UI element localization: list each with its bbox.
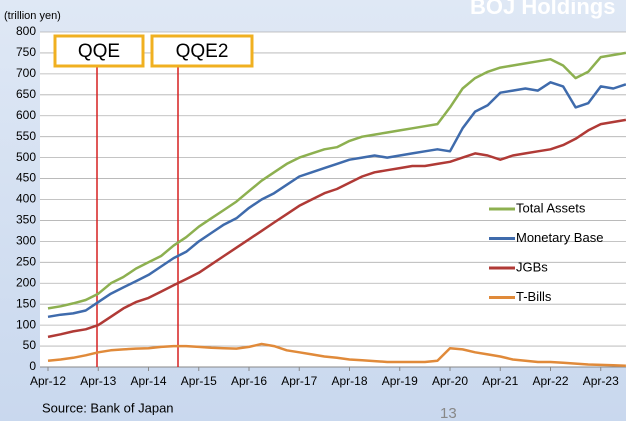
y-tick-label: 650	[16, 87, 36, 101]
x-tick-label: Apr-21	[482, 374, 518, 388]
y-tick-label: 50	[23, 338, 37, 352]
y-tick-label: 750	[16, 45, 36, 59]
x-tick-label: Apr-18	[331, 374, 367, 388]
legend-label: T-Bills	[516, 289, 552, 304]
y-tick-label: 450	[16, 171, 36, 185]
annotation: QQE2	[176, 41, 229, 62]
y-tick-label: 500	[16, 150, 36, 164]
y-tick-label: 100	[16, 317, 36, 331]
y-tick-label: 700	[16, 66, 36, 80]
y-tick-label: 600	[16, 108, 36, 122]
legend-label: JGBs	[516, 259, 548, 274]
x-tick-label: Apr-23	[583, 374, 619, 388]
x-tick-label: Apr-19	[382, 374, 418, 388]
legend-label: Monetary Base	[516, 230, 603, 245]
x-tick-label: Apr-13	[80, 374, 116, 388]
x-tick-label: Apr-17	[281, 374, 317, 388]
y-tick-label: 350	[16, 213, 36, 227]
y-tick-label: 200	[16, 275, 36, 289]
legend-label: Total Assets	[516, 200, 586, 215]
y-tick-label: 550	[16, 129, 36, 143]
series-line	[47, 118, 626, 339]
y-axis-label: (trillion yen)	[4, 10, 61, 22]
source: Source: Bank of Japan	[42, 400, 174, 415]
annotation: QQE	[78, 41, 120, 62]
annotation-box	[150, 34, 254, 68]
slide-title: BOJ Holdings	[470, 0, 615, 19]
page-number: 13	[440, 405, 457, 421]
x-tick-label: Apr-16	[231, 374, 267, 388]
y-tick-label: 0	[29, 359, 36, 373]
x-tick-label: Apr-22	[532, 374, 568, 388]
y-tick-label: 150	[16, 296, 36, 310]
x-tick-label: Apr-12	[30, 374, 66, 388]
series-line	[47, 51, 626, 310]
y-tick-label: 800	[16, 24, 36, 38]
annotation-box	[53, 34, 145, 68]
x-tick-label: Apr-14	[130, 374, 166, 388]
x-tick-label: Apr-15	[181, 374, 217, 388]
series-line	[47, 81, 626, 319]
y-tick-label: 400	[16, 192, 36, 206]
x-tick-label: Apr-20	[432, 374, 468, 388]
y-tick-label: 250	[16, 254, 36, 268]
y-tick-label: 300	[16, 234, 36, 248]
series-line	[47, 342, 626, 367]
